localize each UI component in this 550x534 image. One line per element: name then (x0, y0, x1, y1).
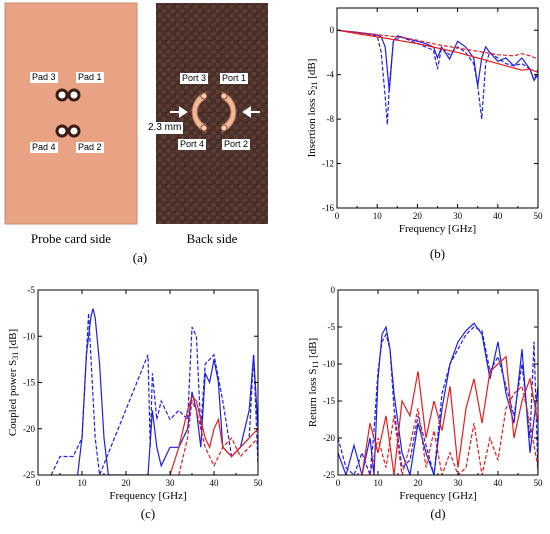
x-tick-label-d-3: 30 (454, 478, 464, 488)
port-1-label: Port 1 (220, 73, 249, 84)
series-line-c-3 (178, 398, 258, 475)
x-tick-label-b-0: 0 (335, 211, 340, 221)
y-tick-label-d-4: -20 (323, 433, 335, 443)
series-line-b-2 (337, 29, 538, 73)
series-line-c-2 (169, 395, 258, 475)
y-tick-label-d-0: 0 (331, 285, 336, 295)
panel-label-d: (d) (430, 506, 445, 521)
dimension-arrows (170, 106, 260, 118)
y-tick-label-c-4: -25 (23, 470, 35, 480)
series-line-b-1 (337, 29, 538, 125)
dimension-label: 2.3 mm (146, 122, 184, 134)
x-tick-label-b-4: 40 (493, 211, 503, 221)
y-tick-label-c-2: -15 (23, 378, 35, 388)
probe-card-photo (4, 2, 138, 225)
y-tick-label-d-1: -5 (328, 322, 336, 332)
y-tick-label-b-2: -8 (327, 114, 335, 124)
port-4-label: Port 4 (178, 139, 207, 150)
panel-a-label: (a) (132, 250, 148, 265)
x-axis-label-c: Frequency [GHz] (109, 490, 186, 502)
y-tick-label-b-0: 0 (330, 25, 335, 35)
y-tick-label-d-5: -25 (323, 470, 335, 480)
panel-label-c: (c) (141, 506, 155, 521)
x-tick-label-b-2: 20 (413, 211, 423, 221)
y-axis-label-c: Coupled power S31 [dB] (7, 329, 20, 436)
y-tick-label-c-0: -5 (28, 285, 36, 295)
y-tick-label-d-3: -15 (323, 396, 335, 406)
x-tick-label-c-0: 0 (36, 478, 41, 488)
x-tick-label-d-2: 20 (414, 478, 424, 488)
back-side-caption: Back side (186, 231, 238, 246)
series-line-b-3 (337, 29, 538, 60)
panel-label-b: (b) (430, 246, 445, 261)
series-line-d-3 (369, 385, 538, 475)
x-axis-label-d: Frequency [GHz] (399, 490, 476, 502)
port-3-label: Port 3 (180, 73, 209, 84)
port-2-label: Port 2 (222, 139, 251, 150)
x-tick-label-d-1: 10 (374, 478, 384, 488)
x-tick-label-b-5: 50 (534, 211, 544, 221)
y-tick-label-c-1: -10 (23, 331, 35, 341)
pad-3-label: Pad 3 (30, 72, 58, 83)
x-tick-label-c-5: 50 (254, 478, 264, 488)
ring-resonator (191, 91, 237, 133)
y-axis-label-b: Insertion loss S21 [dB] (306, 59, 319, 158)
pad-2-label: Pad 2 (76, 142, 104, 153)
y-tick-label-b-4: -16 (322, 203, 334, 213)
pad-4-label: Pad 4 (30, 142, 58, 153)
x-tick-label-c-2: 20 (122, 478, 132, 488)
probe-pads-bottom (55, 124, 81, 138)
probe-card-caption: Probe card side (30, 231, 112, 246)
x-tick-label-c-3: 30 (166, 478, 176, 488)
y-axis-label-d: Return loss S11 [dB] (307, 338, 320, 427)
x-tick-label-d-5: 50 (534, 478, 544, 488)
y-tick-label-b-1: -4 (327, 70, 335, 80)
series-line-b-0 (337, 29, 538, 92)
y-tick-label-c-3: -20 (23, 424, 35, 434)
x-tick-label-b-3: 30 (453, 211, 463, 221)
x-tick-label-c-1: 10 (78, 478, 88, 488)
x-tick-label-c-4: 40 (210, 478, 220, 488)
y-tick-label-d-2: -10 (323, 359, 335, 369)
probe-pads-top (55, 88, 81, 102)
x-tick-label-d-0: 0 (336, 478, 341, 488)
y-tick-label-b-3: -12 (322, 159, 334, 169)
x-axis-label-b: Frequency [GHz] (399, 223, 476, 235)
series-line-d-2 (361, 355, 538, 475)
pad-1-label: Pad 1 (76, 72, 104, 83)
series-line-c-1 (50, 313, 258, 475)
x-tick-label-d-4: 40 (494, 478, 504, 488)
x-tick-label-b-1: 10 (373, 211, 383, 221)
